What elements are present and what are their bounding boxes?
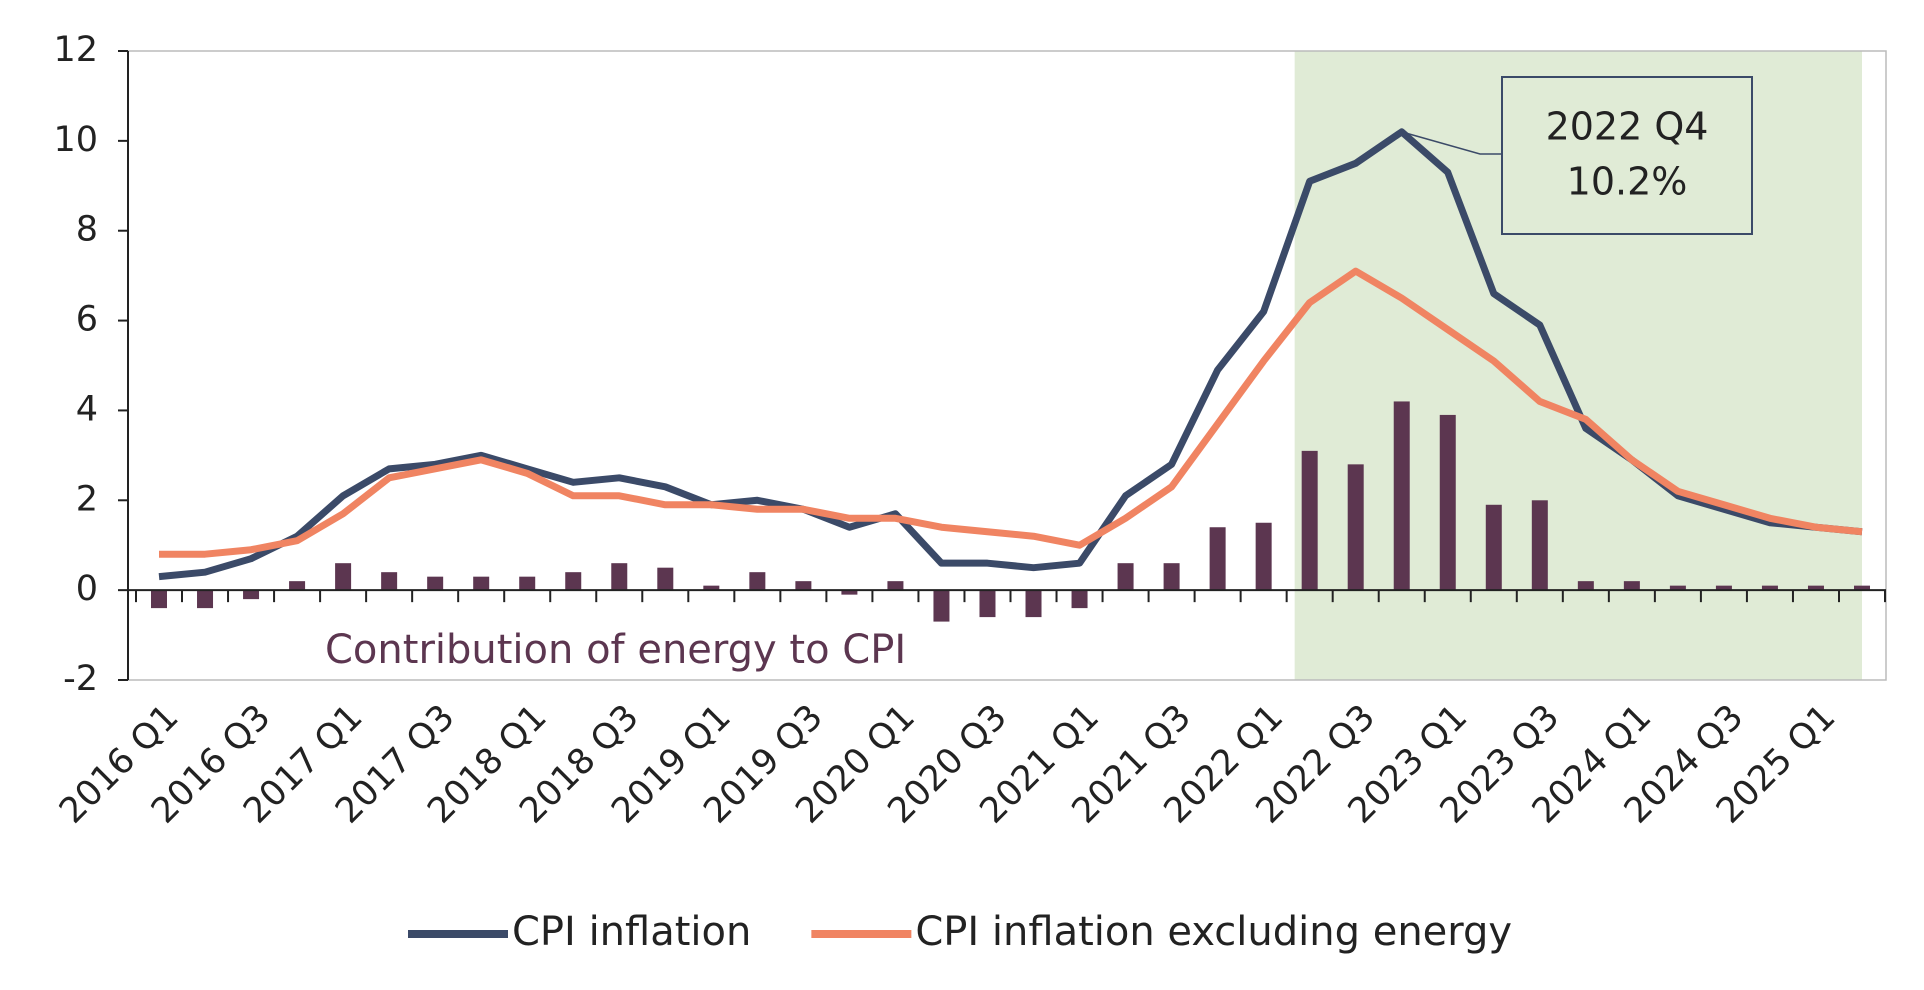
bar — [1393, 401, 1410, 591]
bar — [197, 590, 214, 609]
series-label: Contribution of energy to CPI — [325, 627, 906, 673]
y-tick-label: 0 — [76, 569, 98, 609]
bar — [979, 590, 996, 618]
bar — [381, 572, 398, 591]
y-tick-label: 10 — [53, 120, 98, 160]
bar — [1347, 464, 1364, 591]
y-tick-label: 6 — [76, 300, 98, 340]
y-tick-label: 2 — [76, 479, 98, 519]
bar — [933, 590, 950, 622]
bar — [1854, 585, 1870, 591]
y-tick-label: 8 — [76, 210, 98, 250]
bar — [1163, 563, 1180, 591]
bar — [289, 581, 306, 591]
bar — [1117, 563, 1134, 591]
bar — [1577, 581, 1594, 591]
legend-label: CPI inflation — [512, 909, 751, 955]
callout-line — [1401, 131, 1502, 155]
bar — [151, 590, 167, 609]
bar — [1255, 522, 1272, 591]
y-tick-label: 4 — [76, 389, 98, 429]
y-tick-label: 12 — [53, 30, 98, 70]
bar — [841, 590, 858, 595]
highlight-region — [1294, 51, 1862, 680]
bar — [1669, 585, 1686, 591]
legend-label: CPI inflation excluding energy — [915, 909, 1512, 955]
bar — [1623, 581, 1640, 591]
bar — [1439, 414, 1456, 591]
y-tick-label: -2 — [63, 659, 98, 699]
bar — [519, 576, 536, 591]
annotation-box — [1501, 76, 1753, 235]
bar — [611, 563, 628, 591]
bar — [335, 563, 352, 591]
annotation-text: 10.2% — [1567, 160, 1688, 204]
bar — [749, 572, 766, 591]
line-series — [159, 267, 1863, 558]
bar — [565, 572, 582, 591]
bar — [1025, 590, 1042, 618]
bar — [1761, 585, 1778, 591]
bar — [1715, 585, 1732, 591]
bar — [473, 576, 490, 591]
bar — [657, 567, 674, 591]
bar — [703, 585, 720, 591]
bar — [1807, 585, 1824, 591]
bar — [887, 581, 904, 591]
bar — [795, 581, 812, 591]
bar — [427, 576, 444, 591]
bar — [1531, 500, 1548, 591]
bar — [1485, 504, 1502, 591]
bar — [1209, 527, 1226, 591]
bar — [243, 590, 260, 600]
highlight-region — [1294, 51, 1862, 680]
annotation-text: 2022 Q4 — [1546, 105, 1709, 149]
bar — [1071, 590, 1088, 609]
bar — [1301, 450, 1318, 591]
line-series — [158, 128, 1863, 581]
